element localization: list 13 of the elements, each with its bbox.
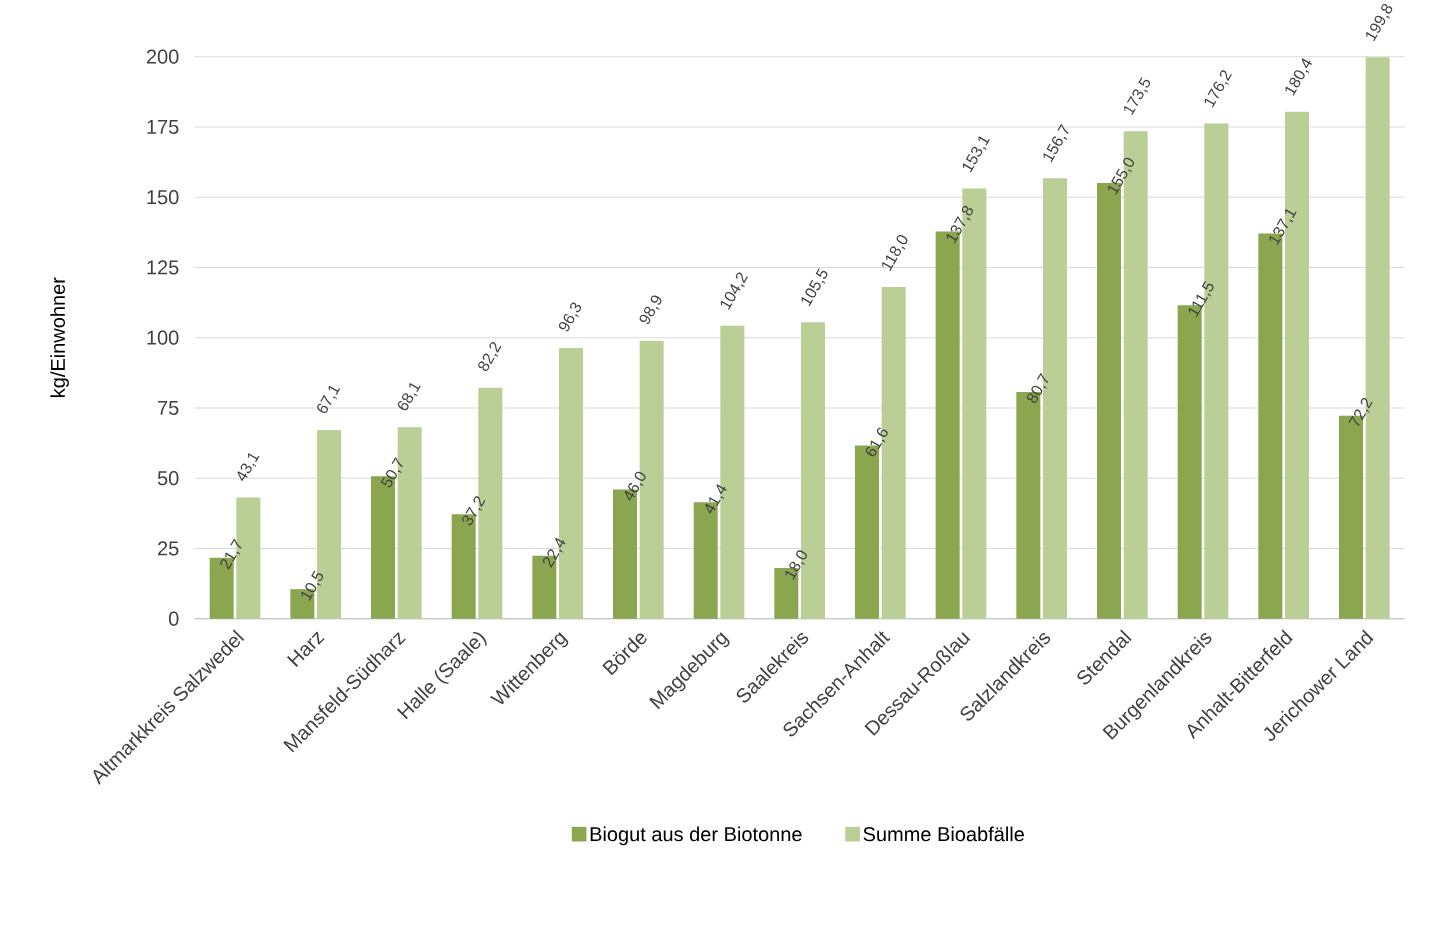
- y-tick-label: 75: [158, 400, 179, 415]
- data-label: 67,1: [317, 385, 341, 413]
- legend-label: Summe Bioabfälle: [863, 826, 1024, 842]
- y-axis-title: kg/Einwohner: [50, 277, 69, 397]
- legend-label: Biogut aus der Biotonne: [590, 826, 802, 846]
- y-tick-label: 200: [146, 49, 179, 64]
- y-tick-label: 125: [147, 260, 179, 275]
- y-tick-label: 25: [158, 541, 179, 556]
- y-tick-label: 0: [168, 611, 179, 626]
- y-tick-label: 50: [157, 471, 179, 486]
- y-tick-label: 175: [147, 119, 179, 134]
- y-tick-label: 150: [147, 190, 179, 205]
- y-tick-label: 100: [147, 330, 179, 345]
